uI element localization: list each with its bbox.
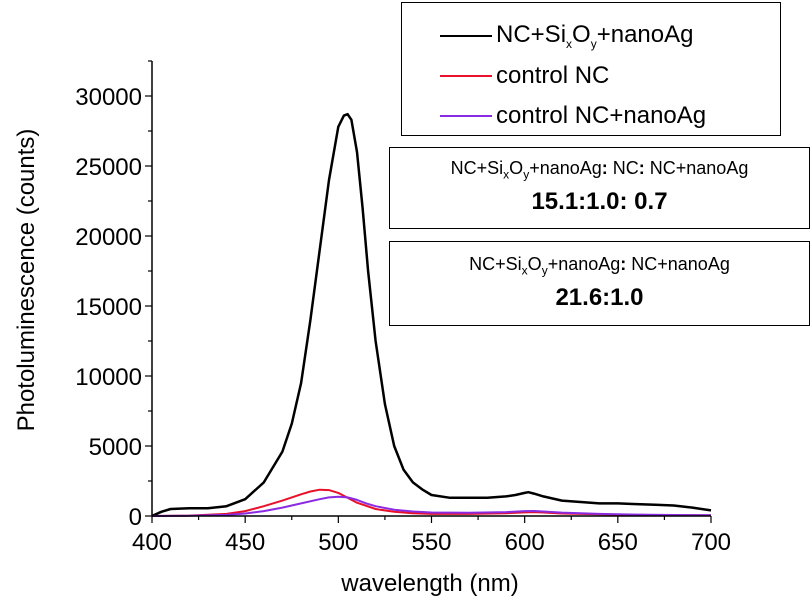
y-tick-label: 30000 [75, 84, 142, 111]
x-tick-label: 550 [411, 529, 451, 556]
x-tick-label: 600 [505, 529, 545, 556]
y-tick-label: 0 [129, 504, 142, 531]
y-tick-label: 20000 [75, 224, 142, 251]
legend-label: NC+SixOy+nanoAg [496, 21, 694, 51]
legend-item-ncsixoy-nanoag: NC+SixOy+nanoAg [440, 19, 693, 53]
legend-item-control-nc: control NC [440, 59, 609, 93]
legend-swatch-purple [440, 115, 492, 117]
x-tick-label: 500 [318, 529, 358, 556]
y-tick-label: 5000 [89, 434, 142, 461]
series-line-0 [151, 112, 712, 518]
ratio-box-two-samples: NC+SixOy+nanoAg: NC+nanoAg 21.6:1.0 [389, 241, 810, 326]
y-tick-label: 25000 [75, 154, 142, 181]
legend-swatch-black [440, 35, 492, 37]
x-tick-label: 450 [225, 529, 265, 556]
ratio-box-three-samples: NC+SixOy+nanoAg: NC: NC+nanoAg 15.1:1.0:… [389, 147, 810, 229]
y-tick-label: 10000 [75, 364, 142, 391]
x-axis-title: wavelength (nm) [340, 570, 518, 597]
plot-lines [151, 112, 712, 518]
ratio-value: 15.1:1.0: 0.7 [531, 187, 668, 215]
ratio-value: 21.6:1.0 [555, 283, 644, 311]
legend-item-control-nc-nanoag: control NC+nanoAg [440, 99, 706, 133]
ratio-box-caption: NC+SixOy+nanoAg: NC+nanoAg [469, 254, 730, 278]
legend-swatch-red [440, 75, 492, 77]
series-line-2 [151, 495, 712, 517]
y-axis-title: Photoluminescence (counts) [13, 129, 40, 432]
x-tick-label: 400 [132, 529, 172, 556]
x-tick-label: 700 [691, 529, 731, 556]
legend-label: control NC+nanoAg [496, 102, 707, 129]
legend: NC+SixOy+nanoAg control NC control NC+na… [401, 2, 781, 136]
axes: 400 450 500 550 600 650 700 0 5000 10000 15000 2000… [75, 60, 731, 556]
ratio-box-caption: NC+SixOy+nanoAg: NC: NC+nanoAg [450, 158, 749, 182]
y-tick-label: 15000 [75, 294, 142, 321]
x-tick-label: 650 [598, 529, 638, 556]
legend-label: control NC [496, 62, 610, 89]
